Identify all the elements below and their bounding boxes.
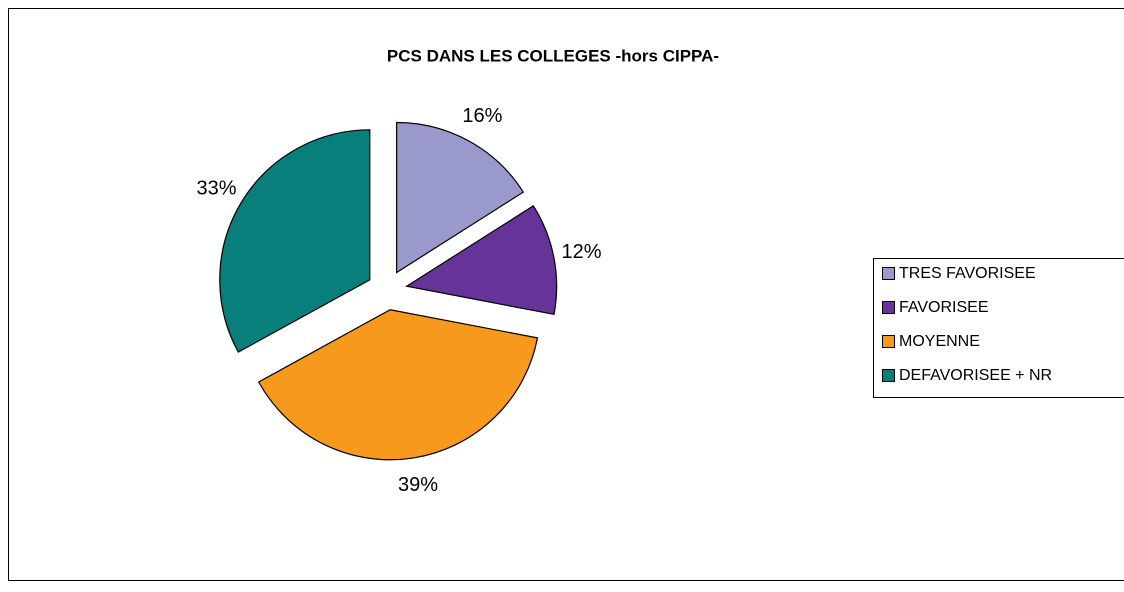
legend	[873, 258, 1124, 398]
legend-label: FAVORISEE	[899, 299, 989, 316]
data-label: 33%	[197, 177, 237, 199]
legend-label: TRES FAVORISEE	[899, 265, 1036, 282]
pie-slice	[219, 129, 371, 353]
legend-swatch	[882, 267, 895, 280]
pie-slice	[396, 121, 525, 274]
data-label: 12%	[561, 241, 601, 263]
legend-label: MOYENNE	[899, 333, 980, 350]
data-label: 16%	[462, 105, 502, 127]
pie-slice	[257, 309, 539, 461]
legend-swatch	[882, 369, 895, 382]
pie-slice	[405, 205, 558, 316]
legend-swatch	[882, 301, 895, 314]
chart-title: PCS DANS LES COLLEGES -hors CIPPA-	[387, 46, 719, 65]
data-label: 39%	[398, 474, 438, 496]
legend-label: DEFAVORISEE + NR	[899, 367, 1052, 384]
legend-swatch	[882, 335, 895, 348]
